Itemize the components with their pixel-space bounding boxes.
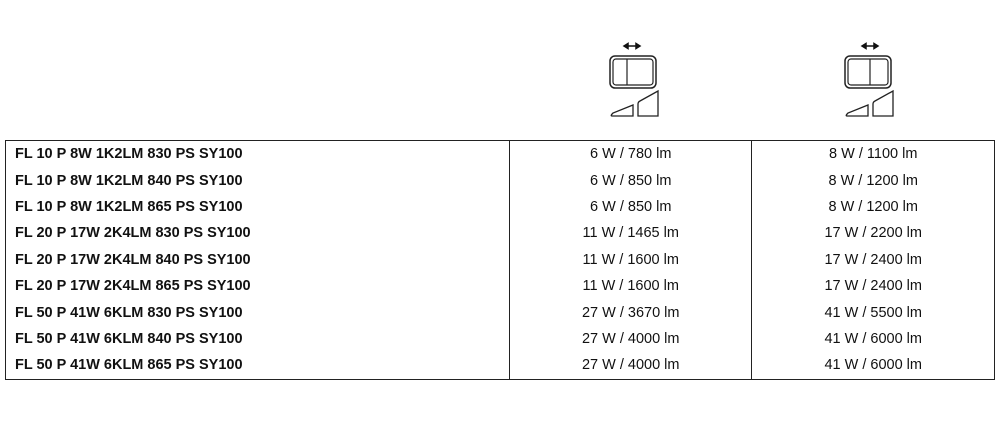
table-row: FL 10 P 8W 1K2LM 840 PS SY100 6 W / 850 l…: [5, 167, 995, 194]
right-position-value-cell: 17 W / 2400 lm: [751, 272, 995, 300]
left-position-value-cell: 27 W / 4000 lm: [508, 352, 753, 380]
left-position-value-cell: 6 W / 850 lm: [508, 193, 753, 221]
product-name-cell: FL 10 P 8W 1K2LM 840 PS SY100: [5, 167, 510, 194]
product-table: FL 10 P 8W 1K2LM 830 PS SY100 6 W / 780 l…: [5, 140, 995, 380]
product-name-cell: FL 10 P 8W 1K2LM 865 PS SY100: [5, 193, 510, 221]
right-position-value-cell: 41 W / 6000 lm: [751, 352, 995, 380]
left-position-value-cell: 6 W / 780 lm: [508, 140, 753, 168]
right-position-value-cell: 8 W / 1200 lm: [751, 167, 995, 194]
right-position-value-cell: 41 W / 6000 lm: [751, 325, 995, 353]
right-position-value-cell: 8 W / 1200 lm: [751, 193, 995, 221]
table-row: FL 20 P 17W 2K4LM 840 PS SY100 11 W / 160…: [5, 246, 995, 273]
left-position-value-cell: 11 W / 1600 lm: [508, 246, 753, 273]
product-name-cell: FL 50 P 41W 6KLM 840 PS SY100: [5, 325, 510, 353]
table-row: FL 10 P 8W 1K2LM 865 PS SY100 6 W / 850 l…: [5, 193, 995, 221]
table-row: FL 50 P 41W 6KLM 840 PS SY100 27 W / 4000…: [5, 325, 995, 353]
right-position-value-cell: 17 W / 2200 lm: [751, 220, 995, 247]
table-row: FL 10 P 8W 1K2LM 830 PS SY100 6 W / 780 l…: [5, 140, 995, 168]
product-name-cell: FL 10 P 8W 1K2LM 830 PS SY100: [5, 140, 510, 168]
left-position-value-cell: 27 W / 3670 lm: [508, 299, 753, 326]
right-position-value-cell: 41 W / 5500 lm: [751, 299, 995, 326]
left-position-value-cell: 6 W / 850 lm: [508, 167, 753, 194]
left-position-value-cell: 11 W / 1465 lm: [508, 220, 753, 247]
switch-position-right-icon: [844, 42, 894, 117]
product-name-cell: FL 20 P 17W 2K4LM 830 PS SY100: [5, 220, 510, 247]
product-name-cell: FL 50 P 41W 6KLM 830 PS SY100: [5, 299, 510, 326]
table-row: FL 20 P 17W 2K4LM 865 PS SY100 11 W / 160…: [5, 272, 995, 300]
right-position-value-cell: 17 W / 2400 lm: [751, 246, 995, 273]
left-position-value-cell: 27 W / 4000 lm: [508, 325, 753, 353]
right-position-value-cell: 8 W / 1100 lm: [751, 140, 995, 168]
table-row: FL 50 P 41W 6KLM 830 PS SY100 27 W / 3670…: [5, 299, 995, 326]
table-row: FL 50 P 41W 6KLM 865 PS SY100 27 W / 4000…: [5, 352, 995, 380]
product-name-cell: FL 20 P 17W 2K4LM 840 PS SY100: [5, 246, 510, 273]
table-row: FL 20 P 17W 2K4LM 830 PS SY100 11 W / 146…: [5, 220, 995, 247]
product-name-cell: FL 50 P 41W 6KLM 865 PS SY100: [5, 352, 510, 380]
switch-position-left-icon: [609, 42, 659, 117]
left-position-value-cell: 11 W / 1600 lm: [508, 272, 753, 300]
product-name-cell: FL 20 P 17W 2K4LM 865 PS SY100: [5, 272, 510, 300]
